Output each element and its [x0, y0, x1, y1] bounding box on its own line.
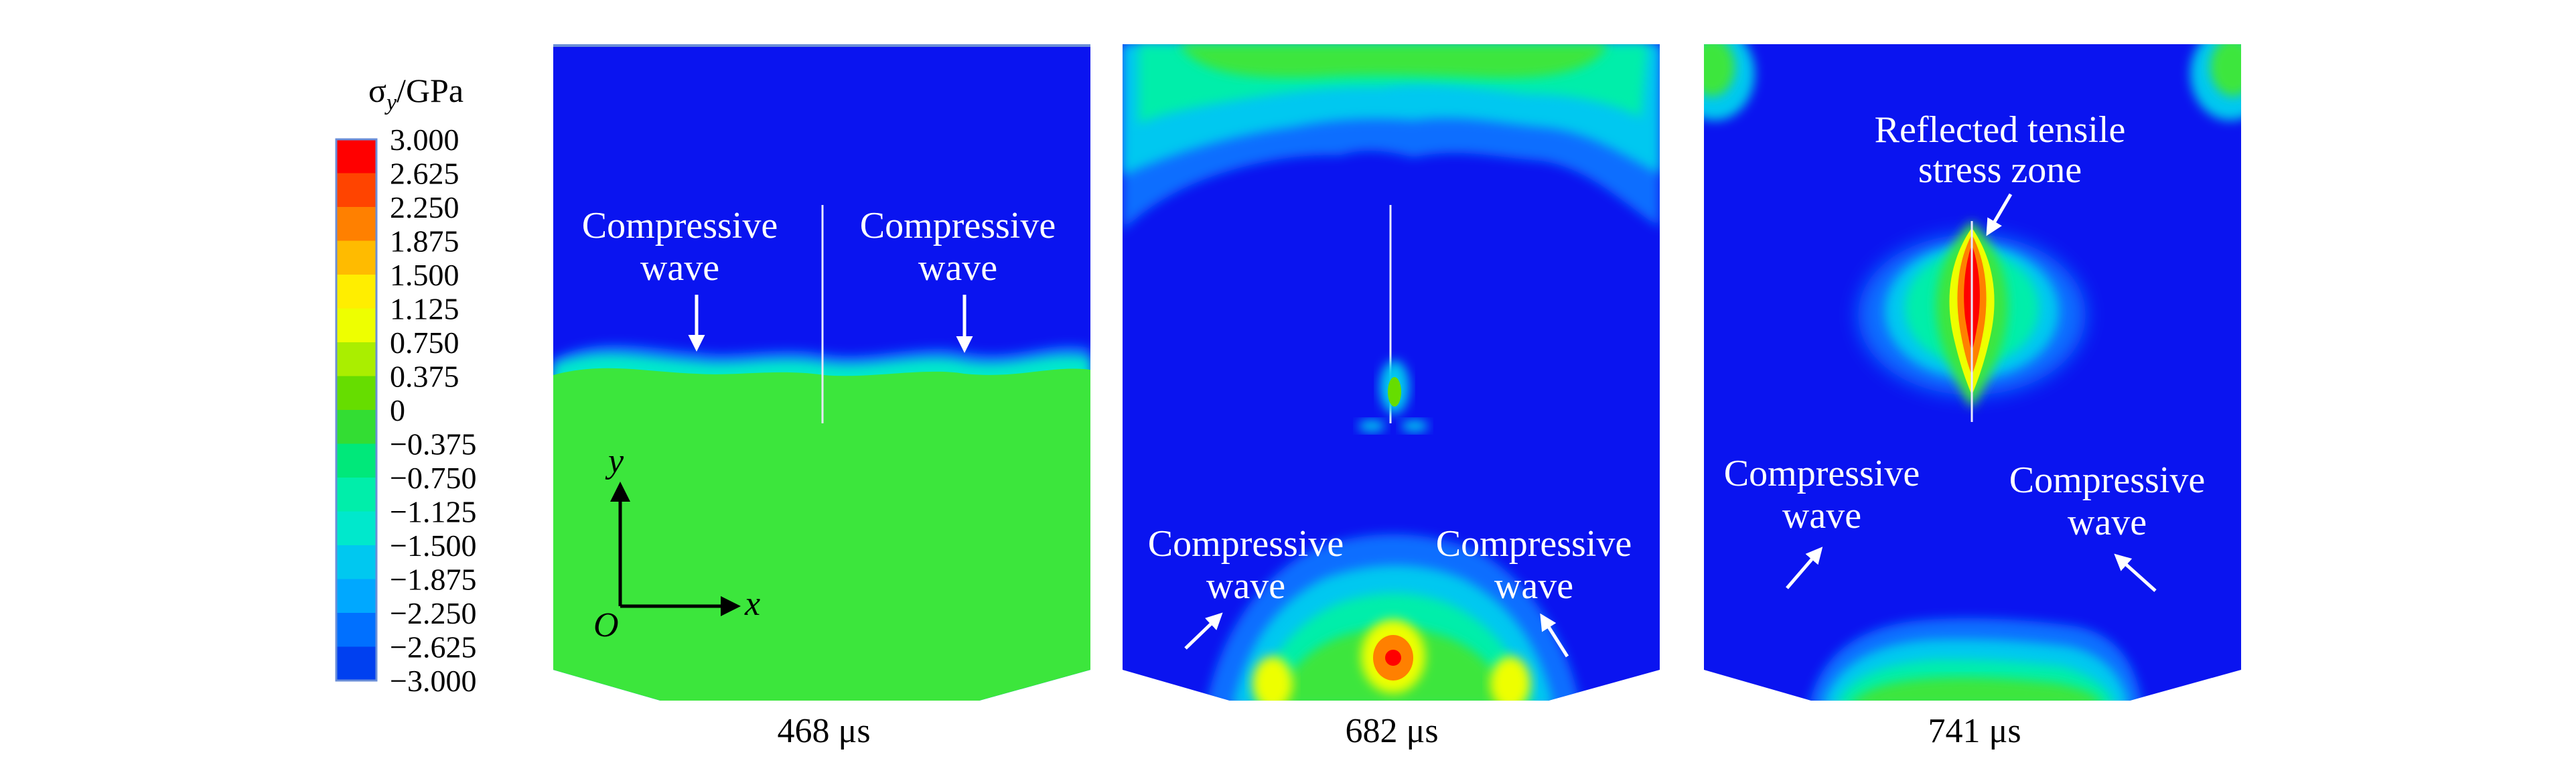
colorbar-swatches [336, 139, 376, 681]
annotation-compressive-wave-left: Compressive [582, 205, 778, 246]
x-axis-label: x [744, 585, 760, 623]
colorbar-tick-label: 2.625 [390, 157, 459, 191]
colorbar-tick-label: −0.375 [390, 427, 476, 461]
panel-682us: Compressive wave Compressive wave 682 μs [1123, 44, 1660, 750]
legend-title: σy/GPa [368, 72, 463, 115]
colorbar-swatch [336, 478, 376, 512]
legend-title-symbol: σ [368, 72, 386, 109]
colorbar-tick-label: 2.250 [390, 190, 459, 224]
colorbar-tick-label: 1.875 [390, 224, 459, 259]
colorbar-tick-label: 0.375 [390, 360, 459, 394]
time-label-682us: 682 μs [1345, 712, 1438, 750]
panel-468us: Compressive wave Compressive wave y x O … [553, 44, 1090, 750]
colorbar-tick-label: 1.500 [390, 258, 459, 292]
panel-741us: Reflected tensile stress zone Compressiv… [1704, 44, 2241, 750]
colorbar-tick-label: −2.625 [390, 630, 476, 664]
annotation-compressive-wave-left: Compressive [1148, 523, 1344, 565]
colorbar-frame [335, 138, 378, 682]
annotation-compressive-wave-left-line2: wave [1782, 495, 1861, 537]
annotation-compressive-wave-left-line2: wave [640, 247, 719, 289]
annotation-compressive-wave-left: Compressive [1724, 453, 1920, 494]
annotation-compressive-wave-right-line2: wave [2068, 502, 2147, 543]
colorbar-tick-label: −2.250 [390, 596, 476, 630]
colorbar-tick-label: −1.500 [390, 528, 476, 563]
colorbar-swatch [336, 240, 376, 275]
colorbar-swatch [336, 646, 376, 681]
colorbar-swatch [336, 613, 376, 647]
colorbar-tick-label: −1.875 [390, 563, 476, 597]
colorbar-swatch [336, 342, 376, 376]
annotation-compressive-wave-right: Compressive [860, 205, 1056, 246]
arrow-reflected-tensile-zone [1986, 193, 2013, 236]
annotation-compressive-wave-right-line2: wave [1494, 565, 1573, 607]
annotation-compressive-wave-right: Compressive [2009, 459, 2205, 501]
colorbar-tick-label: −3.000 [390, 664, 476, 698]
arrow-compressive-wave-right [1540, 613, 1569, 658]
colorbar-swatch [336, 308, 376, 343]
colorbar-swatch [336, 376, 376, 411]
colorbar-swatch [336, 173, 376, 208]
colorbar-tick-label: 1.125 [390, 292, 459, 326]
colorbar-swatch [336, 275, 376, 309]
arrow-compressive-wave-left [1786, 547, 1823, 589]
colorbar-tick-labels: 3.0002.6252.2501.8751.5001.1250.7500.375… [390, 123, 476, 698]
reflected-tensile-zone [1858, 221, 2086, 422]
y-axis-label: y [605, 442, 624, 480]
colorbar-swatch [336, 410, 376, 444]
colorbar-tick-label: 3.000 [390, 123, 459, 157]
colorbar-swatch [336, 443, 376, 478]
legend-title-subscript: y [384, 90, 397, 115]
colorbar-tick-label: −0.750 [390, 461, 476, 495]
colorbar-tick-label: 0.750 [390, 326, 459, 360]
annotation-compressive-wave-left-line2: wave [1206, 565, 1285, 607]
annotation-reflected-tensile-zone-line2: stress zone [1918, 149, 2082, 191]
colorbar-swatch [336, 545, 376, 579]
annotation-reflected-tensile-zone: Reflected tensile [1875, 109, 2126, 151]
arrow-compressive-wave-left [1184, 612, 1223, 650]
arrow-compressive-wave-right [2114, 553, 2157, 592]
colorbar-swatch [336, 579, 376, 614]
colorbar-tick-label: −1.125 [390, 495, 476, 529]
time-label-741us: 741 μs [1928, 712, 2021, 750]
colorbar-swatch [336, 207, 376, 241]
origin-label: O [593, 606, 619, 644]
annotation-compressive-wave-right-line2: wave [918, 247, 997, 289]
colorbar-swatch [336, 139, 376, 173]
colorbar-legend: σy/GPa 3.0002.6252.2501.8751.5001.1250.7… [335, 72, 476, 698]
time-label-468us: 468 μs [777, 712, 870, 750]
annotation-compressive-wave-right: Compressive [1436, 523, 1632, 565]
colorbar-tick-label: 0 [390, 393, 405, 427]
colorbar-swatch [336, 511, 376, 546]
coordinate-axes: y x O [593, 442, 760, 644]
legend-title-unit: /GPa [397, 72, 463, 109]
